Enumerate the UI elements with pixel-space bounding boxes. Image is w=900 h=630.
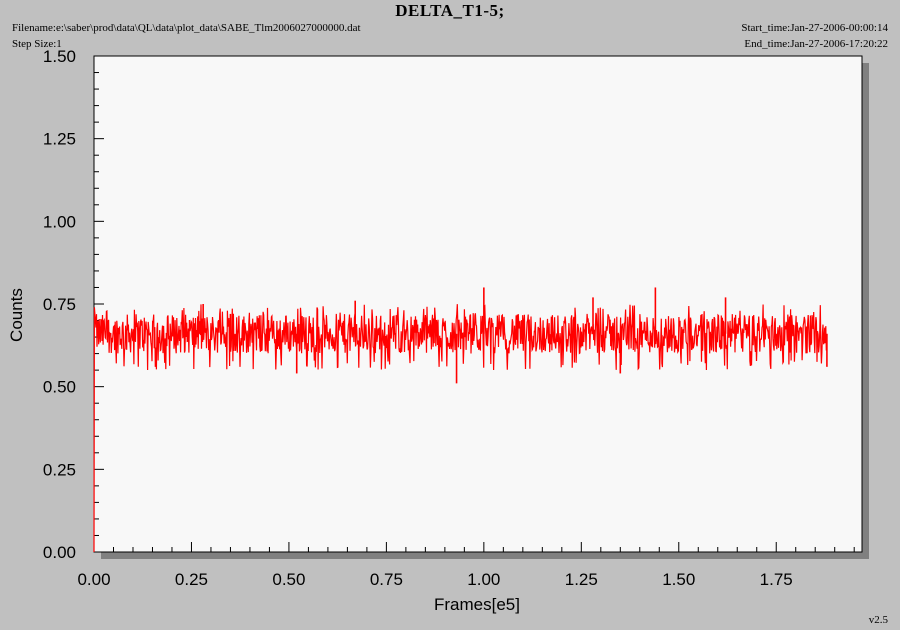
y-axis-title: Counts bbox=[7, 288, 26, 342]
x-tick-label: 1.25 bbox=[565, 570, 598, 589]
plot-area bbox=[93, 55, 863, 553]
x-tick-label: 0.00 bbox=[77, 570, 110, 589]
y-tick-label: 1.50 bbox=[43, 47, 76, 66]
y-tick-label: 0.00 bbox=[43, 543, 76, 562]
series-line bbox=[93, 304, 828, 553]
y-tick-label: 1.00 bbox=[43, 212, 76, 231]
step-size-label: Step Size:1 bbox=[12, 38, 62, 50]
tick-labels: 0.00 0.25 0.50 0.75 1.00 1.25 1.50 0.00 0.25 0.50… bbox=[43, 47, 793, 589]
x-tick-label: 0.25 bbox=[175, 570, 208, 589]
x-tick-label: 0.50 bbox=[272, 570, 305, 589]
x-tick-label: 0.75 bbox=[370, 570, 403, 589]
y-tick-label: 0.50 bbox=[43, 378, 76, 397]
version-label: v2.5 bbox=[868, 614, 888, 626]
series-layer bbox=[93, 287, 828, 553]
y-tick-label: 1.25 bbox=[43, 130, 76, 149]
x-axis-title: Frames[e5] bbox=[434, 595, 520, 614]
filename-label: Filename:e:\saber\prod\data\QL\data\plot… bbox=[12, 22, 361, 34]
chart-title: DELTA_T1-5; bbox=[395, 1, 505, 20]
x-tick-label: 1.00 bbox=[467, 570, 500, 589]
y-tick-label: 0.25 bbox=[43, 460, 76, 479]
y-tick-label: 0.75 bbox=[43, 295, 76, 314]
x-tick-label: 1.75 bbox=[760, 570, 793, 589]
x-tick-label: 1.50 bbox=[662, 570, 695, 589]
start-time-label: Start_time:Jan-27-2006-00:00:14 bbox=[741, 22, 888, 34]
end-time-label: End_time:Jan-27-2006-17:20:22 bbox=[744, 38, 888, 50]
